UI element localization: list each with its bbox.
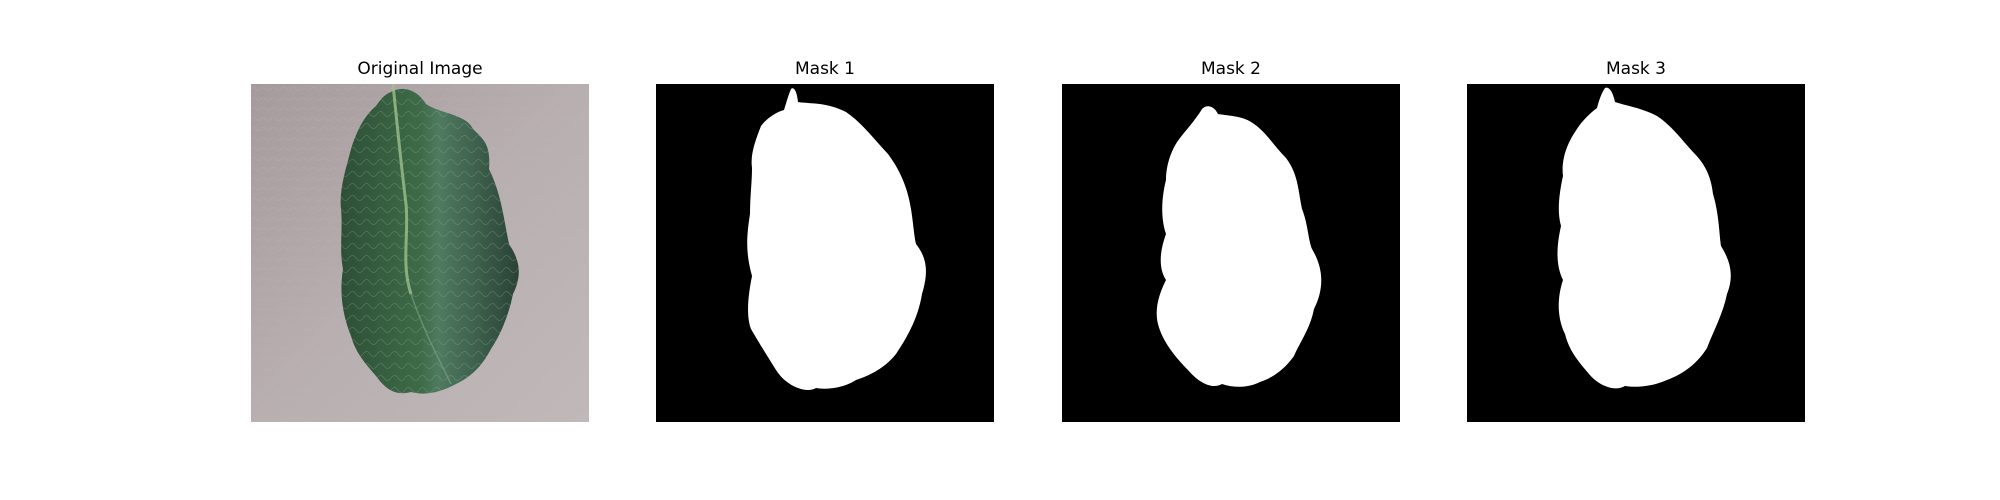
original-leaf-image	[251, 84, 589, 422]
panel-original-image: Original Image	[251, 58, 589, 422]
panel-mask-1: Mask 1	[656, 58, 994, 422]
mask-2-image	[1062, 84, 1400, 422]
mask-3-image	[1467, 84, 1805, 422]
panel-title: Mask 1	[794, 59, 855, 79]
panel-title: Original Image	[357, 59, 483, 79]
mask-1-image	[656, 84, 994, 422]
panel-mask-3: Mask 3	[1467, 58, 1805, 422]
panel-title: Mask 2	[1200, 59, 1261, 79]
panel-title: Mask 3	[1605, 59, 1666, 79]
panel-mask-2: Mask 2	[1062, 58, 1400, 422]
